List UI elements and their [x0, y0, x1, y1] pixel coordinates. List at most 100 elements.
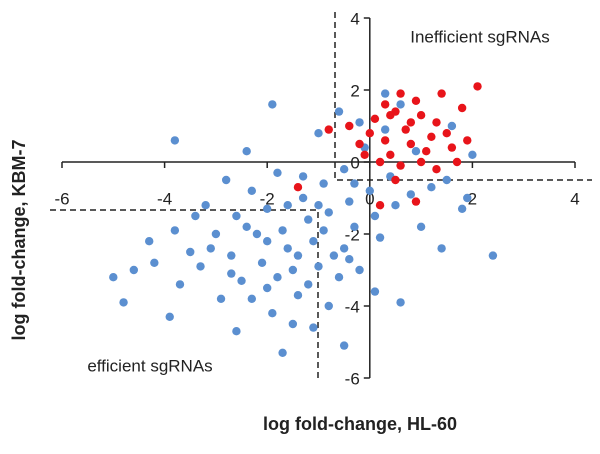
point: [416, 222, 426, 231]
point: [345, 121, 354, 131]
point: [201, 201, 210, 210]
point: [473, 82, 482, 91]
point: [386, 150, 395, 159]
point: [432, 118, 441, 127]
point: [396, 89, 405, 98]
point: [375, 233, 385, 242]
point: [370, 114, 380, 124]
point: [283, 244, 292, 253]
point: [416, 111, 426, 120]
point: [314, 129, 323, 138]
point: [422, 147, 431, 156]
point: [150, 258, 159, 267]
y-tick-label: -6: [345, 369, 360, 388]
point: [396, 100, 405, 109]
threshold-lines: [50, 12, 592, 378]
point: [293, 251, 303, 260]
point: [396, 161, 405, 170]
point: [370, 211, 380, 221]
point: [304, 280, 313, 289]
point: [324, 301, 333, 311]
point: [406, 139, 416, 149]
point: [432, 165, 441, 174]
point: [380, 125, 390, 134]
point: [252, 229, 262, 239]
x-tick-label: -6: [54, 189, 69, 208]
point: [170, 226, 180, 235]
point: [360, 150, 369, 159]
point: [375, 157, 385, 167]
point: [242, 222, 251, 231]
point: [355, 265, 364, 275]
point: [237, 276, 246, 285]
point: [350, 179, 359, 188]
point: [129, 265, 139, 275]
point: [324, 208, 333, 217]
point: [329, 251, 339, 260]
y-tick-label: -4: [345, 297, 360, 316]
point: [165, 312, 174, 321]
point: [339, 341, 349, 350]
point: [452, 157, 462, 167]
point: [263, 237, 272, 246]
point: [242, 147, 251, 156]
point: [416, 157, 426, 167]
x-tick-label: -4: [157, 189, 172, 208]
x-tick-label: 0: [365, 189, 374, 208]
point: [463, 136, 472, 145]
point: [365, 186, 374, 195]
point: [457, 103, 467, 113]
point: [468, 150, 477, 159]
point: [345, 197, 354, 206]
y-tick-label: 0: [350, 153, 359, 172]
y-tick-label: 2: [350, 81, 359, 100]
inefficient-threshold: [334, 12, 592, 181]
point: [186, 247, 195, 257]
x-tick-label: 4: [570, 189, 579, 208]
point: [119, 298, 128, 307]
point: [396, 298, 405, 307]
point: [232, 211, 241, 221]
point: [309, 237, 318, 246]
point: [109, 273, 118, 282]
point: [386, 111, 395, 120]
point: [211, 229, 221, 239]
point: [457, 204, 467, 213]
point: [380, 89, 390, 98]
point: [437, 89, 446, 98]
x-axis-label: log fold-change, HL-60: [263, 414, 457, 434]
point: [427, 183, 436, 192]
point: [447, 121, 457, 131]
point: [263, 283, 272, 293]
point: [288, 265, 298, 275]
point: [411, 96, 421, 106]
point: [196, 262, 205, 271]
point: [401, 125, 410, 134]
point: [355, 118, 364, 127]
annotation: efficient sgRNAs: [87, 356, 212, 375]
x-tick-label: 2: [468, 189, 477, 208]
point: [206, 244, 215, 253]
point: [406, 190, 416, 199]
point: [437, 244, 446, 253]
point: [355, 139, 364, 149]
point: [273, 168, 282, 177]
point: [391, 175, 400, 185]
point: [288, 319, 298, 329]
point: [370, 287, 380, 296]
point: [350, 222, 359, 231]
point: [380, 100, 390, 109]
point: [339, 244, 349, 253]
point: [247, 294, 257, 303]
point: [406, 118, 416, 127]
point: [411, 197, 421, 206]
point: [447, 143, 457, 152]
point: [232, 327, 241, 336]
point: [463, 193, 472, 203]
point: [191, 211, 200, 221]
point: [324, 125, 333, 134]
point: [278, 348, 287, 357]
point: [304, 215, 313, 224]
point: [145, 237, 154, 246]
